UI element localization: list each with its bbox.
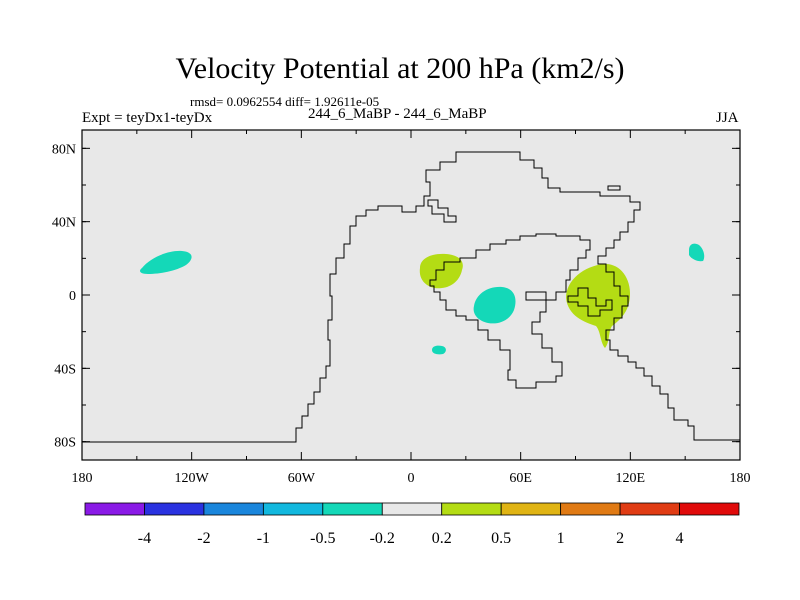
y-tick-label: 80N <box>52 142 76 157</box>
colorbar-label: 0.2 <box>432 530 452 547</box>
colorbar-swatch <box>441 502 502 516</box>
chart-title: Velocity Potential at 200 hPa (km2/s) <box>175 52 625 85</box>
coastline-arctic-islands <box>607 185 621 191</box>
cyan-east-africa-region <box>473 286 516 324</box>
x-tick-label: 60E <box>509 471 532 486</box>
colorbar-label: -2 <box>197 530 210 547</box>
x-tick-label: 60W <box>288 471 316 486</box>
coastline-indonesia <box>567 287 613 317</box>
x-tick-label: 180 <box>72 471 93 486</box>
x-tick-label: 120W <box>175 471 210 486</box>
colorbar-swatch <box>262 502 324 516</box>
y-tick-label: 40N <box>52 216 76 231</box>
season-label: JJA <box>716 110 739 126</box>
coastlines <box>82 151 740 443</box>
colorbar-swatch <box>500 502 562 516</box>
colorbar-label: 2 <box>616 530 624 547</box>
colorbar-swatch <box>381 502 443 516</box>
colorbar-label: 1 <box>557 530 565 547</box>
coastline-north-islands <box>427 199 457 223</box>
stats-line: rmsd= 0.0962554 diff= 1.92611e-05 <box>190 94 380 109</box>
y-tick-label: 0 <box>69 289 76 304</box>
y-tick-label: 40S <box>54 362 76 377</box>
x-tick-label: 120E <box>616 471 646 486</box>
colorbar-swatch <box>679 502 740 516</box>
colorbar: -4 -2 -1 -0.5 -0.2 0.2 0.5 1 2 4 <box>84 502 740 547</box>
colorbar-label: -1 <box>257 530 270 547</box>
colorbar-label: -0.2 <box>370 530 395 547</box>
colorbar-swatch <box>619 502 680 516</box>
run-label: 244_6_MaBP - 244_6_MaBP <box>308 106 487 122</box>
cyan-south-atlantic-region <box>432 345 446 355</box>
colorbar-swatch <box>322 502 383 516</box>
y-tick-label: 80S <box>54 436 76 451</box>
colorbar-swatch <box>144 502 205 516</box>
colorbar-swatch <box>203 502 264 516</box>
axis-ticks: 180 120W 60W 0 60E 120E 180 80N 40N 0 40S 80S <box>52 130 751 486</box>
colorbar-label: -4 <box>138 530 151 547</box>
colorbar-label: -0.5 <box>310 530 335 547</box>
cyan-west-pacific-region <box>689 243 705 262</box>
map-background <box>82 130 740 460</box>
cyan-north-pacific-region <box>140 250 192 274</box>
colorbar-label: 0.5 <box>491 530 511 547</box>
coastline-continent <box>82 151 740 443</box>
experiment-label: Expt = teyDx1-teyDx <box>82 110 213 126</box>
x-tick-label: 0 <box>408 471 415 486</box>
colorbar-label: 4 <box>676 530 684 547</box>
x-tick-label: 180 <box>730 471 751 486</box>
coastline-inner-sea <box>429 233 591 389</box>
colorbar-swatch <box>84 502 145 516</box>
colorbar-swatch <box>560 502 621 516</box>
